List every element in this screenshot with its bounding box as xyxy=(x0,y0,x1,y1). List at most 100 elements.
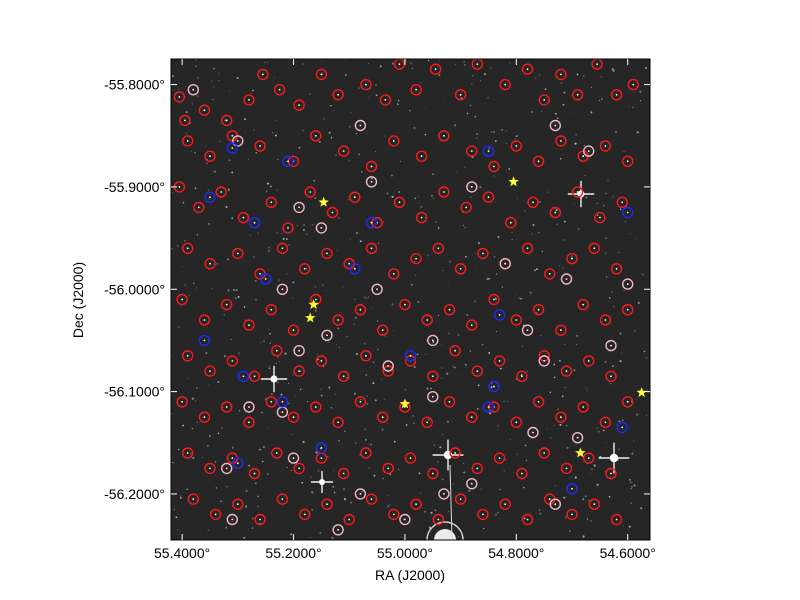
background-star-speck xyxy=(282,237,285,240)
background-star-speck xyxy=(398,191,401,193)
background-star-speck xyxy=(554,485,557,487)
background-star-speck xyxy=(378,425,380,427)
background-star-speck xyxy=(494,282,496,284)
marker-center-star xyxy=(197,206,200,209)
marker-center-star xyxy=(184,119,186,122)
background-star-speck xyxy=(261,460,264,463)
marker-center-star xyxy=(493,385,495,388)
background-star-speck xyxy=(471,83,473,85)
y-axis-title: Dec (J2000) xyxy=(70,262,86,338)
marker-center-star xyxy=(270,201,273,204)
background-star-speck xyxy=(620,352,623,354)
background-star-speck xyxy=(386,494,389,497)
circle-red-marker xyxy=(410,252,422,265)
background-star-speck xyxy=(343,498,346,501)
background-star-speck xyxy=(573,112,575,114)
marker-center-star xyxy=(404,518,406,521)
background-star-speck xyxy=(533,269,536,272)
background-star-speck xyxy=(621,419,624,422)
background-star-speck xyxy=(575,343,578,346)
background-star-speck xyxy=(306,233,308,235)
marker-center-star xyxy=(203,339,206,342)
background-star-speck xyxy=(474,268,476,270)
background-star-speck xyxy=(441,433,444,436)
circle-red-marker xyxy=(555,68,567,81)
background-star-speck xyxy=(261,411,263,414)
marker-center-star xyxy=(593,247,596,250)
circle-red-marker xyxy=(354,304,367,316)
background-star-speck xyxy=(268,427,270,429)
marker-center-star xyxy=(604,319,607,321)
circle-red-marker xyxy=(181,350,194,362)
background-star-speck xyxy=(553,424,555,427)
background-star-speck xyxy=(252,89,254,92)
circle-pink-marker xyxy=(466,181,478,193)
background-star-speck xyxy=(375,94,378,97)
background-star-speck xyxy=(270,185,272,188)
background-star-speck xyxy=(509,438,511,440)
background-star-speck xyxy=(299,370,302,373)
background-star-speck xyxy=(469,104,472,106)
background-star-speck xyxy=(197,95,199,97)
background-star-speck xyxy=(259,522,261,525)
background-star-speck xyxy=(178,326,180,328)
background-star-speck xyxy=(516,453,518,455)
marker-center-star xyxy=(320,73,323,76)
marker-center-star xyxy=(225,467,228,470)
marker-center-star xyxy=(370,498,373,500)
marker-center-star xyxy=(543,99,546,101)
marker-center-star xyxy=(298,349,300,352)
background-star-speck xyxy=(346,377,348,379)
marker-center-star xyxy=(264,278,267,280)
background-star-speck xyxy=(301,481,304,484)
background-star-speck xyxy=(642,273,644,276)
circle-red-marker xyxy=(179,114,191,127)
marker-center-star xyxy=(387,365,390,367)
background-star-speck xyxy=(619,360,622,363)
background-star-speck xyxy=(619,332,622,335)
marker-center-star xyxy=(203,416,206,419)
circle-red-marker xyxy=(243,319,255,331)
marker-center-star xyxy=(298,206,300,209)
background-star-speck xyxy=(438,59,440,61)
background-star-speck xyxy=(325,289,327,291)
background-star-speck xyxy=(628,525,631,528)
circle-red-marker xyxy=(315,355,328,367)
background-star-speck xyxy=(369,443,372,446)
marker-center-star xyxy=(359,493,362,495)
background-star-speck xyxy=(315,451,318,454)
background-star-speck xyxy=(629,481,632,484)
background-star-speck xyxy=(559,264,561,266)
diffraction-spike xyxy=(449,464,453,540)
background-star-speck xyxy=(208,384,210,386)
marker-center-star xyxy=(303,513,306,516)
circle-pink-marker xyxy=(521,324,534,336)
x-axis-title: RA (J2000) xyxy=(375,567,445,583)
marker-center-star xyxy=(470,416,473,419)
background-star-speck xyxy=(466,314,469,316)
background-star-speck xyxy=(348,198,350,201)
background-star-speck xyxy=(573,203,576,205)
background-star-speck xyxy=(358,87,361,90)
background-star-speck xyxy=(368,467,371,469)
background-star-speck xyxy=(373,474,376,477)
marker-center-star xyxy=(225,406,228,408)
background-star-speck xyxy=(391,174,393,177)
background-star-speck xyxy=(235,297,237,300)
marker-center-star xyxy=(526,518,529,521)
circle-red-marker xyxy=(555,411,567,423)
background-star-speck xyxy=(611,68,614,71)
background-star-speck xyxy=(230,339,232,341)
background-star-speck xyxy=(314,197,317,199)
circle-red-marker xyxy=(393,196,406,209)
marker-center-star xyxy=(487,406,490,408)
background-star-speck xyxy=(541,250,544,253)
background-star-speck xyxy=(393,440,396,443)
marker-center-star xyxy=(615,93,618,96)
background-star-speck xyxy=(371,177,373,180)
background-star-speck xyxy=(563,220,566,223)
marker-center-star xyxy=(186,247,189,250)
marker-center-star xyxy=(298,104,300,106)
background-star-speck xyxy=(519,532,521,534)
circle-red-marker xyxy=(427,370,439,382)
